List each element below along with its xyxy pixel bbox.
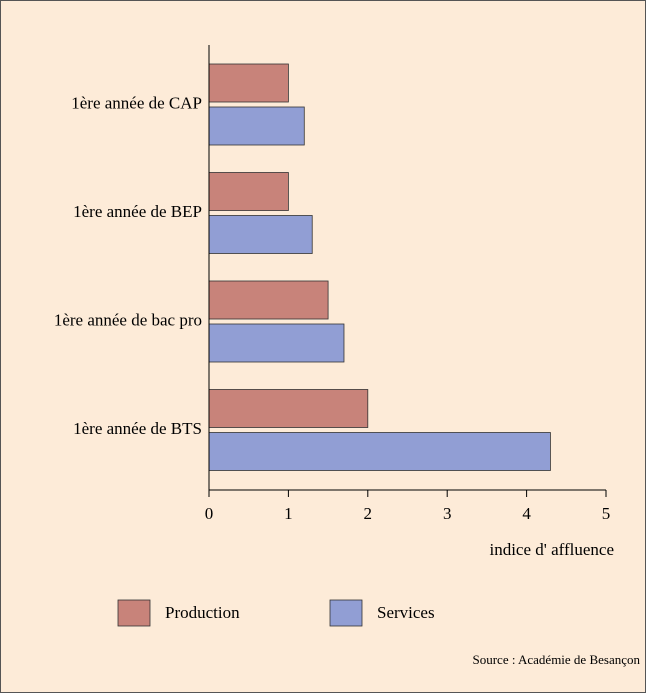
- legend-swatch: [117, 599, 151, 627]
- x-axis-title: indice d' affluence: [489, 540, 614, 559]
- bar: [208, 63, 289, 103]
- x-tick-label: 4: [522, 504, 531, 523]
- x-tick-label: 2: [364, 504, 373, 523]
- y-tick-label: 1ère année de CAP: [71, 93, 202, 112]
- legend-label: Services: [377, 603, 435, 622]
- bar: [208, 280, 329, 320]
- legend-swatch: [329, 599, 363, 627]
- bar: [208, 432, 551, 471]
- x-tick-label: 5: [602, 504, 611, 523]
- legend-label: Production: [165, 603, 240, 622]
- source: Source : Académie de Besançon: [473, 652, 641, 667]
- bar: [208, 389, 369, 428]
- x-tick-label: 3: [443, 504, 452, 523]
- bar: [208, 172, 289, 211]
- y-tick-label: 1ère année de BTS: [73, 419, 202, 438]
- y-tick-label: 1ère année de BEP: [73, 202, 202, 221]
- bar: [208, 323, 345, 363]
- bar: [208, 106, 305, 146]
- x-tick-label: 1: [284, 504, 293, 523]
- bar: [208, 215, 313, 254]
- x-tick-label: 0: [205, 504, 214, 523]
- y-tick-label: 1ère année de bac pro: [54, 310, 202, 329]
